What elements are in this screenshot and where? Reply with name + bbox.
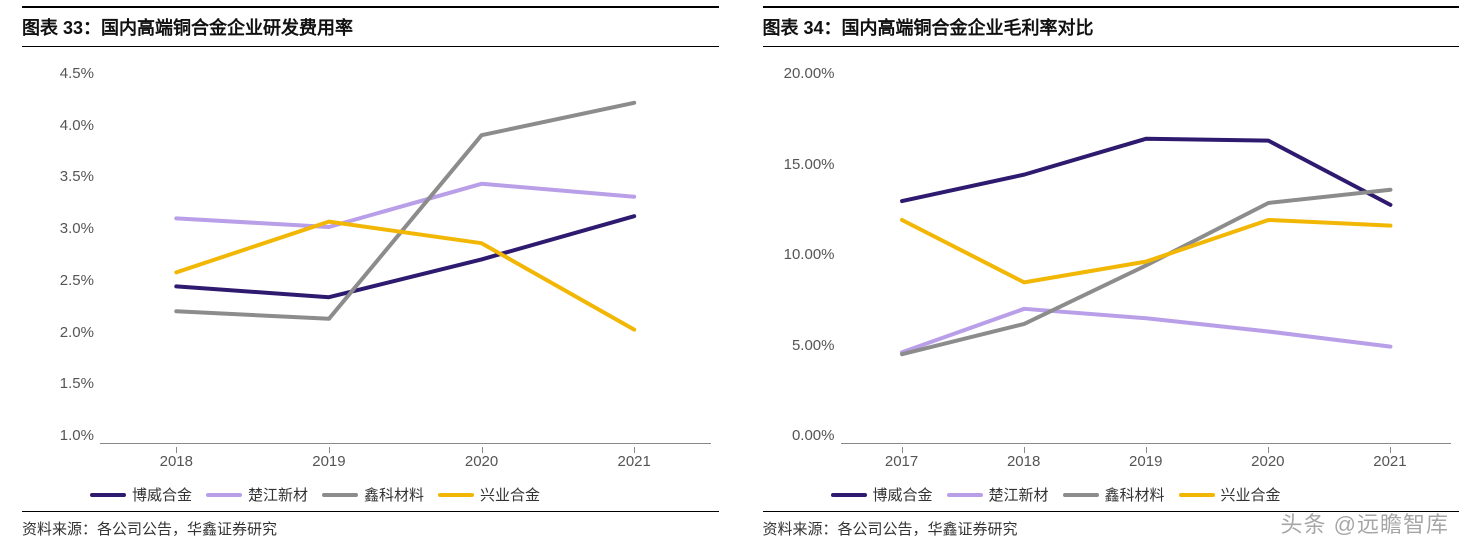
legend-item: 兴业合金: [438, 484, 540, 505]
chart-title: 图表 33：国内高端铜合金企业研发费用率: [22, 6, 719, 47]
legend-item: 楚江新材: [206, 484, 308, 505]
y-tick-label: 1.0%: [60, 427, 94, 444]
legend-swatch: [947, 493, 983, 497]
line-series-svg: [841, 65, 1452, 443]
chart-title: 图表 34：国内高端铜合金企业毛利率对比: [763, 6, 1460, 47]
x-axis: 20172018201920202021: [771, 444, 1452, 478]
chart-area: 4.5% 4.0% 3.5% 3.0% 2.5% 2.0% 1.5% 1.0% 2018201…: [22, 47, 719, 511]
legend-swatch: [438, 493, 474, 497]
y-tick-label: 20.00%: [784, 65, 835, 82]
x-tick-label: 2020: [405, 453, 558, 470]
legend-item: 博威合金: [90, 484, 192, 505]
y-tick-label: 0.00%: [792, 427, 835, 444]
legend-swatch: [831, 493, 867, 497]
y-axis: 20.00% 15.00% 10.00% 5.00% 0.00%: [771, 65, 841, 444]
y-tick-label: 2.5%: [60, 272, 94, 289]
legend-swatch: [1063, 493, 1099, 497]
chart-panel-left: 图表 33：国内高端铜合金企业研发费用率 4.5% 4.0% 3.5% 3.0% 2.5…: [0, 0, 741, 543]
legend-label: 楚江新材: [248, 484, 308, 505]
x-tick-label: 2017: [841, 453, 963, 470]
y-axis: 4.5% 4.0% 3.5% 3.0% 2.5% 2.0% 1.5% 1.0%: [30, 65, 100, 444]
series-line: [176, 103, 634, 319]
x-tick-label: 2018: [100, 453, 253, 470]
x-tick-label: 2019: [253, 453, 406, 470]
legend-label: 鑫科材料: [364, 484, 424, 505]
legend-item: 鑫科材料: [322, 484, 424, 505]
plot-region: [100, 65, 711, 444]
y-tick-label: 2.0%: [60, 324, 94, 341]
legend-item: 兴业合金: [1179, 484, 1281, 505]
chart-source: 资料来源：各公司公告，华鑫证券研究: [22, 511, 719, 539]
x-tick-label: 2021: [1329, 453, 1451, 470]
legend-label: 兴业合金: [480, 484, 540, 505]
y-tick-label: 1.5%: [60, 375, 94, 392]
y-tick-label: 15.00%: [784, 156, 835, 173]
series-line: [902, 190, 1390, 354]
legend-item: 鑫科材料: [1063, 484, 1165, 505]
legend-label: 鑫科材料: [1105, 484, 1165, 505]
chart-panel-right: 图表 34：国内高端铜合金企业毛利率对比 20.00% 15.00% 10.00% 5…: [741, 0, 1481, 543]
y-tick-label: 3.5%: [60, 168, 94, 185]
x-axis: 2018201920202021: [30, 444, 711, 478]
legend-item: 博威合金: [831, 484, 933, 505]
y-tick-label: 5.00%: [792, 337, 835, 354]
legend: 博威合金 楚江新材 鑫科材料 兴业合金: [30, 478, 711, 511]
line-series-svg: [100, 65, 711, 443]
watermark-text: 头条 @远瞻智库: [1281, 507, 1449, 539]
legend-item: 楚江新材: [947, 484, 1049, 505]
x-tick-label: 2021: [558, 453, 711, 470]
legend-label: 兴业合金: [1221, 484, 1281, 505]
legend-swatch: [90, 493, 126, 497]
series-line: [902, 139, 1390, 205]
series-line: [902, 220, 1390, 282]
y-tick-label: 3.0%: [60, 220, 94, 237]
y-tick-label: 4.0%: [60, 117, 94, 134]
chart-area: 20.00% 15.00% 10.00% 5.00% 0.00% 20172018201…: [763, 47, 1460, 511]
legend-swatch: [206, 493, 242, 497]
x-tick-label: 2018: [963, 453, 1085, 470]
plot-region: [841, 65, 1452, 444]
legend-label: 博威合金: [873, 484, 933, 505]
legend-label: 楚江新材: [989, 484, 1049, 505]
legend-label: 博威合金: [132, 484, 192, 505]
legend-swatch: [322, 493, 358, 497]
series-line: [176, 184, 634, 227]
x-tick-label: 2020: [1207, 453, 1329, 470]
y-tick-label: 4.5%: [60, 65, 94, 82]
x-tick-label: 2019: [1085, 453, 1207, 470]
y-tick-label: 10.00%: [784, 246, 835, 263]
series-line: [902, 309, 1390, 352]
legend-swatch: [1179, 493, 1215, 497]
